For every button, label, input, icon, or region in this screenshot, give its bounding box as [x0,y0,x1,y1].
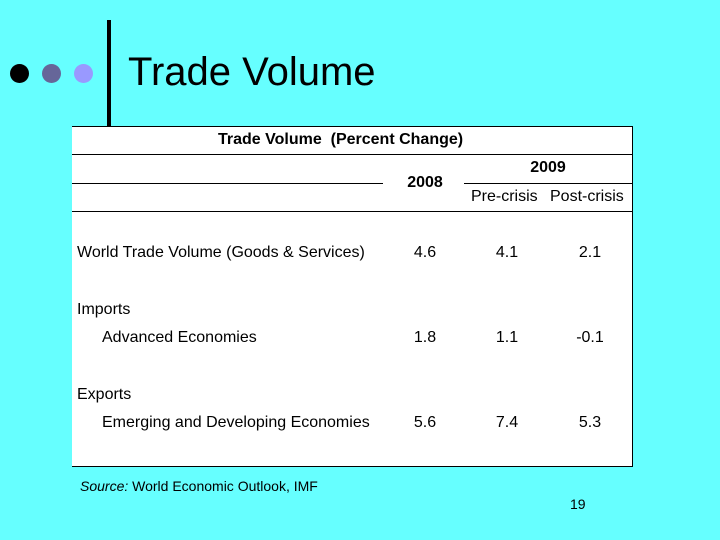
row-world-postcrisis: 2.1 [578,244,602,261]
row-label-emerging: Emerging and Developing Economies [102,414,370,431]
header-precrisis: Pre-crisis [471,188,538,205]
trade-volume-table: Trade Volume (Percent Change) 2008 2009 … [72,126,633,467]
table-rule-bottom [72,466,632,467]
row-advanced-precrisis: 1.1 [495,329,519,346]
row-emerging-precrisis: 7.4 [495,414,519,431]
row-emerging-2008: 5.6 [413,414,437,431]
table-rule-label-col [72,183,383,184]
source-text: World Economic Outlook, IMF [128,478,318,494]
row-world-2008: 4.6 [413,244,437,261]
page-number: 19 [570,496,586,512]
table-rule-header-bottom [72,211,632,212]
source-note: Source: World Economic Outlook, IMF [80,478,318,494]
row-label-advanced: Advanced Economies [102,329,257,346]
row-label-imports: Imports [77,301,131,318]
row-label-world: World Trade Volume (Goods & Services) [77,244,365,261]
bullet-dot-3 [74,64,93,83]
header-2008: 2008 [407,174,443,191]
row-label-exports: Exports [77,386,132,403]
table-rule-2009 [464,183,632,184]
bullet-dot-1 [10,64,29,83]
row-advanced-postcrisis: -0.1 [576,329,604,346]
slide-title: Trade Volume [128,50,376,94]
table-rule-caption [72,154,632,155]
row-world-precrisis: 4.1 [495,244,519,261]
table-rule-top [72,126,632,127]
header-2009: 2009 [530,159,566,176]
source-prefix: Source: [80,478,129,494]
table-caption: Trade Volume (Percent Change) [218,131,464,148]
header-postcrisis: Post-crisis [550,188,624,205]
row-advanced-2008: 1.8 [413,329,437,346]
title-divider [107,20,111,128]
row-emerging-postcrisis: 5.3 [578,414,602,431]
bullet-dot-2 [42,64,61,83]
